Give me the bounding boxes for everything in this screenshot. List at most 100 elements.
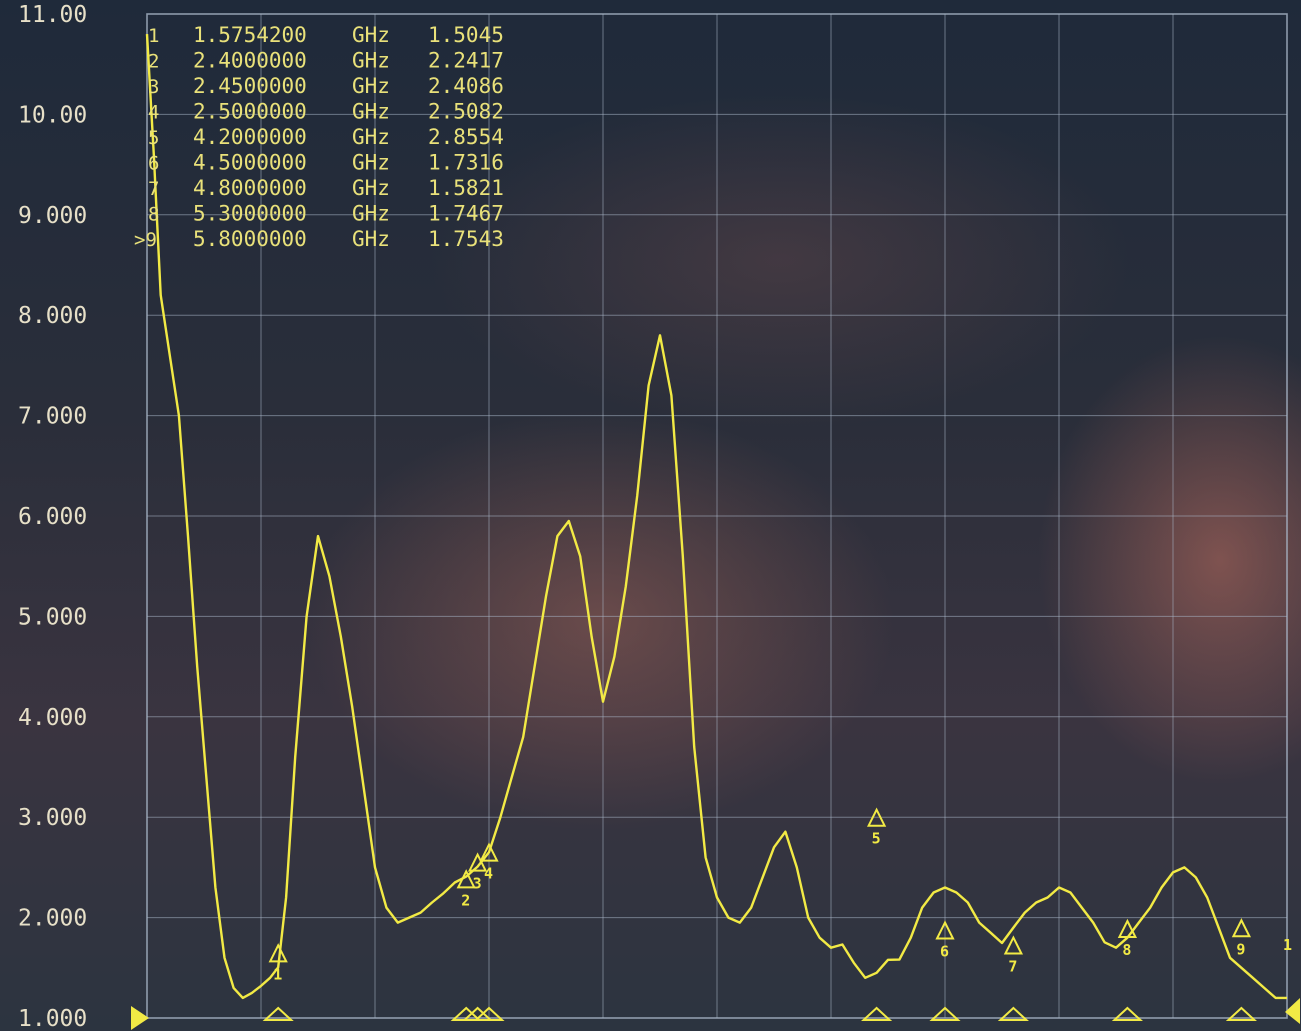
marker-row: 1 1.5754200 GHz 1.5045 (148, 23, 504, 47)
marker-id: 6 (148, 153, 159, 175)
marker-unit: GHz (352, 202, 390, 226)
marker-frequency: 2.4000000 (193, 49, 307, 73)
marker-value: 2.2417 (428, 49, 504, 73)
trace-marker: 7 (997, 935, 1029, 1021)
y-tick-label: 2.000 (18, 906, 87, 932)
marker-triangle (268, 943, 288, 963)
marker-id: >9 (134, 229, 157, 251)
marker-value: 1.5821 (428, 176, 504, 200)
marker-row: 2 2.4000000 GHz 2.2417 (148, 49, 504, 73)
marker-value: 1.5045 (428, 23, 504, 47)
marker-row: 6 4.5000000 GHz 1.7316 (148, 151, 504, 175)
marker-id: 7 (148, 178, 159, 200)
marker-unit: GHz (352, 23, 390, 47)
y-tick-label: 3.000 (18, 805, 87, 831)
marker-value: 2.4086 (428, 74, 504, 98)
marker-label: 6 (940, 943, 949, 961)
reference-indicators: 1 (131, 936, 1300, 1030)
y-tick-label: 6.000 (18, 504, 87, 530)
marker-frequency: 5.8000000 (193, 227, 307, 251)
marker-unit: GHz (352, 125, 390, 149)
marker-triangle (935, 920, 955, 940)
y-tick-label: 5.000 (18, 604, 87, 630)
marker-row: 5 4.2000000 GHz 2.8554 (148, 125, 504, 149)
marker-frequency: 2.5000000 (193, 100, 307, 124)
bottom-marker-indicator (1225, 1006, 1257, 1021)
marker-label: 7 (1008, 958, 1017, 976)
marker-id: 2 (148, 51, 159, 73)
bottom-marker-indicator (929, 1006, 961, 1021)
trace-end-arrow (1285, 998, 1300, 1024)
marker-id: 1 (148, 25, 159, 47)
marker-unit: GHz (352, 74, 390, 98)
marker-row: 8 5.3000000 GHz 1.7467 (148, 202, 504, 226)
marker-unit: GHz (352, 227, 390, 251)
marker-value: 1.7467 (428, 202, 504, 226)
marker-frequency: 1.5754200 (193, 23, 307, 47)
marker-triangle (1003, 935, 1024, 955)
y-tick-label: 1.000 (18, 1006, 87, 1031)
marker-triangle (1231, 918, 1252, 938)
marker-label: 3 (473, 875, 482, 893)
marker-table: 1 1.5754200 GHz 1.5045 2 2.4000000 GHz 2.2417 3 2… (134, 23, 504, 251)
y-tick-label: 11.00 (18, 2, 87, 28)
marker-id: 4 (148, 102, 159, 124)
trace-layer (145, 34, 1287, 1000)
marker-frequency: 5.3000000 (193, 202, 307, 226)
trace-marker: 1 (262, 943, 294, 1021)
marker-value: 1.7316 (428, 151, 504, 175)
grid (146, 13, 1288, 1019)
marker-triangle (467, 852, 488, 872)
y-tick-label: 10.00 (18, 102, 87, 128)
y-tick-label: 7.000 (18, 404, 87, 430)
marker-label: 4 (484, 865, 493, 883)
marker-unit: GHz (352, 151, 390, 175)
marker-label: 8 (1122, 941, 1131, 959)
marker-row: 7 4.8000000 GHz 1.5821 (148, 176, 504, 200)
marker-value: 2.5082 (428, 100, 504, 124)
bottom-marker-indicator (997, 1006, 1029, 1021)
marker-value: 2.8554 (428, 125, 504, 149)
trace-marker: 6 (929, 920, 961, 1021)
marker-value: 1.7543 (428, 227, 504, 251)
reference-level-arrow (131, 1006, 149, 1030)
marker-triangle (456, 869, 476, 889)
marker-triangle (479, 842, 499, 862)
trace-marker: 8 (1111, 918, 1143, 1021)
marker-unit: GHz (352, 176, 390, 200)
marker-row: 3 2.4500000 GHz 2.4086 (148, 74, 504, 98)
trace-number-label: 1 (1283, 936, 1292, 954)
marker-label: 5 (872, 830, 881, 848)
marker-id: 8 (148, 204, 159, 226)
trace-marker: 9 (1225, 918, 1257, 1021)
marker-row: 4 2.5000000 GHz 2.5082 (148, 100, 504, 124)
marker-frequency: 4.5000000 (193, 151, 307, 175)
marker-id: 5 (148, 127, 159, 149)
marker-row: >9 5.8000000 GHz 1.7543 (134, 227, 504, 251)
y-axis-ticks: 1.000 2.000 3.000 4.000 5.000 6.000 7.000 8.000… (18, 2, 87, 1031)
bottom-marker-indicator (262, 1006, 294, 1021)
bottom-marker-indicator (473, 1006, 505, 1021)
marker-unit: GHz (352, 100, 390, 124)
trace-marker: 2 (450, 869, 482, 1021)
marker-triangle (1117, 918, 1138, 939)
marker-label: 1 (273, 965, 282, 983)
y-tick-label: 9.000 (18, 203, 87, 229)
trace-marker: 5 (861, 807, 893, 1021)
marker-label: 9 (1236, 940, 1245, 958)
marker-frequency: 4.2000000 (193, 125, 307, 149)
marker-label: 2 (461, 891, 470, 909)
marker-triangle (866, 807, 887, 827)
trace-marker: 4 (473, 842, 505, 1021)
y-tick-label: 4.000 (18, 705, 87, 731)
marker-id: 3 (148, 76, 159, 98)
marker-frequency: 4.8000000 (193, 176, 307, 200)
y-tick-label: 8.000 (18, 303, 87, 329)
bottom-marker-indicator (1111, 1006, 1143, 1021)
marker-unit: GHz (352, 49, 390, 73)
trace-line (145, 34, 1287, 1000)
marker-frequency: 2.4500000 (193, 74, 307, 98)
bottom-marker-indicator (861, 1006, 893, 1021)
